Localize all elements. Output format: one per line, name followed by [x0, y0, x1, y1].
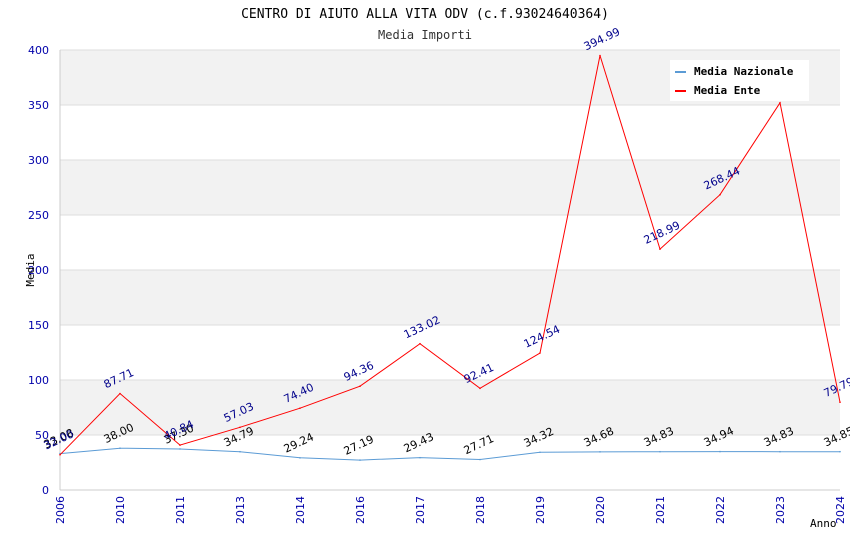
x-tick-label: 2021 [654, 496, 667, 524]
y-tick-label: 150 [28, 319, 49, 332]
grid-band [60, 270, 840, 325]
y-tick-labels: 0 50 100 150 200 250 300 350 400 [28, 44, 49, 497]
data-point-media-ente [299, 407, 301, 409]
data-point-media-ente [539, 352, 541, 354]
data-point-media-ente [479, 387, 481, 390]
data-point-media-nazionale [179, 448, 181, 450]
y-tick-label: 100 [28, 374, 49, 387]
data-point-media-ente [719, 193, 721, 196]
data-point-media-nazionale [659, 450, 661, 453]
legend-box [670, 60, 809, 101]
y-tick-label: 400 [28, 44, 49, 57]
y-tick-label: 300 [28, 154, 49, 167]
x-tick-label: 2023 [774, 496, 787, 524]
grid-band [60, 380, 840, 435]
data-point-media-ente [59, 454, 61, 456]
data-point-media-nazionale [479, 458, 481, 461]
data-point-media-ente [419, 342, 421, 345]
x-tick-label: 2018 [474, 496, 487, 524]
data-point-media-nazionale [779, 450, 781, 453]
data-point-media-nazionale [839, 450, 841, 453]
data-point-media-ente [659, 248, 661, 250]
series-line-media-nazionale [59, 447, 840, 461]
data-point-media-ente [839, 401, 841, 404]
data-point-media-nazionale [419, 456, 421, 459]
data-point-media-nazionale [359, 459, 361, 461]
x-tick-label: 2014 [294, 496, 307, 524]
data-point-media-nazionale [119, 447, 121, 450]
grid-bands [60, 50, 840, 490]
data-point-media-nazionale [599, 451, 601, 453]
data-point-media-ente [119, 392, 121, 395]
data-point-media-ente [239, 426, 241, 429]
legend-label-media-ente: Media Ente [694, 84, 761, 97]
x-tick-labels: 2006 2010 2011 2013 2014 2016 2017 2018 2019 2020… [54, 496, 847, 524]
x-tick-label: 2016 [354, 496, 367, 524]
legend: Media Nazionale Media Ente [670, 60, 809, 101]
x-tick-label: 2013 [234, 496, 247, 524]
data-point-media-nazionale [239, 450, 241, 453]
grid-band [60, 105, 840, 160]
x-tick-label: 2020 [594, 496, 607, 524]
y-axis-label: Media [24, 253, 37, 286]
x-axis-label: Anno [810, 517, 837, 530]
y-tick-label: 50 [35, 429, 49, 442]
x-tick-label: 2022 [714, 496, 727, 524]
legend-label-media-nazionale: Media Nazionale [694, 65, 794, 78]
series-lines [59, 54, 841, 461]
y-tick-label: 250 [28, 209, 49, 222]
data-point-media-ente [599, 54, 601, 57]
grid-band [60, 325, 840, 380]
x-tick-label: 2017 [414, 496, 427, 524]
x-tick-label: 2006 [54, 496, 67, 524]
x-tick-label: 2010 [114, 496, 127, 524]
y-tick-label: 200 [28, 264, 49, 277]
y-tick-label: 350 [28, 99, 49, 112]
data-point-media-nazionale [299, 457, 301, 459]
data-point-media-ente [179, 444, 181, 446]
data-point-media-nazionale [719, 450, 721, 453]
data-label-media-ente: 394.99 [582, 25, 622, 53]
grid-band [60, 160, 840, 215]
chart-title: CENTRO DI AIUTO ALLA VITA ODV (c.f.93024… [241, 7, 609, 22]
y-tick-label: 0 [42, 484, 49, 497]
data-point-media-nazionale [539, 451, 541, 454]
series-line-media-ente [59, 55, 841, 456]
grid-band [60, 435, 840, 490]
chart-subtitle: Media Importi [378, 28, 472, 42]
data-point-media-ente [359, 385, 361, 388]
data-point-media-ente [779, 102, 781, 104]
grid-band [60, 215, 840, 270]
axes [59, 50, 840, 491]
x-tick-label: 2019 [534, 496, 547, 524]
x-tick-label: 2024 [834, 496, 847, 524]
x-tick-label: 2011 [174, 496, 187, 524]
